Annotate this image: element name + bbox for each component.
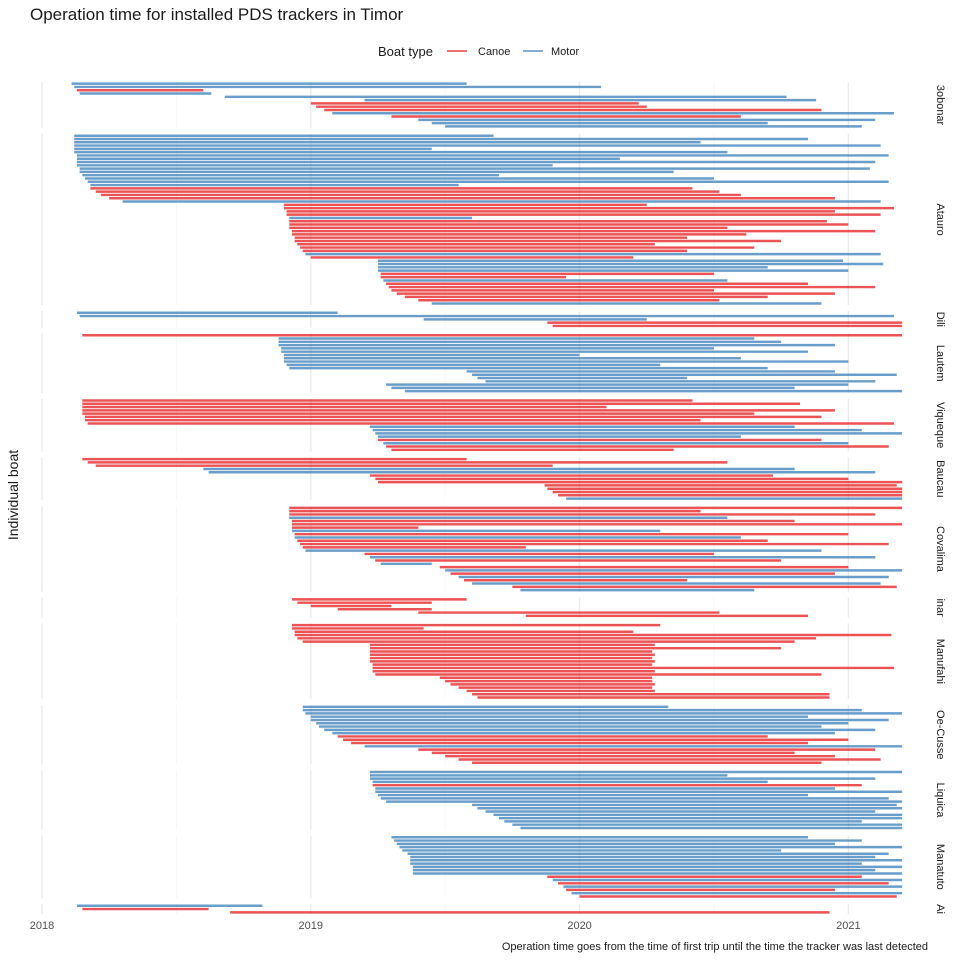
legend: Boat type Canoe Motor xyxy=(378,44,579,59)
facet-label: Viqueque xyxy=(934,402,946,448)
chart-title: Operation time for installed PDS tracker… xyxy=(30,5,404,24)
facet-label: Baucau xyxy=(934,460,946,497)
facet-strips: 3obonar Atauro Dili Lautem Viqueque Baucau Cov… xyxy=(934,85,946,914)
x-tick-label: 2018 xyxy=(30,920,54,932)
legend-label-canoe: Canoe xyxy=(478,46,510,58)
facet-label: 3obonar xyxy=(934,85,946,126)
facet-label: Covalima xyxy=(934,526,946,573)
y-axis-label: Individual boat xyxy=(5,450,21,540)
caption: Operation time goes from the time of fir… xyxy=(502,941,928,953)
facet-label: Oe-Cusse xyxy=(934,710,946,760)
x-axis: 2018 2019 2020 2021 xyxy=(30,920,861,932)
x-tick-label: 2019 xyxy=(299,920,323,932)
facet-label: Manufahi xyxy=(934,639,946,684)
segments-layer xyxy=(71,82,903,914)
x-tick-label: 2021 xyxy=(836,920,860,932)
facet-label: Ai xyxy=(934,904,946,914)
facet-label: Manatuto xyxy=(934,844,946,890)
legend-title: Boat type xyxy=(378,44,433,59)
facet-label: Lautem xyxy=(934,345,946,382)
facet-label: Liquica xyxy=(934,783,946,819)
legend-label-motor: Motor xyxy=(551,46,579,58)
facet-label: inar xyxy=(934,598,946,617)
x-tick-label: 2020 xyxy=(567,920,591,932)
facet-label: Dili xyxy=(934,312,946,327)
facet-label: Atauro xyxy=(934,203,946,235)
